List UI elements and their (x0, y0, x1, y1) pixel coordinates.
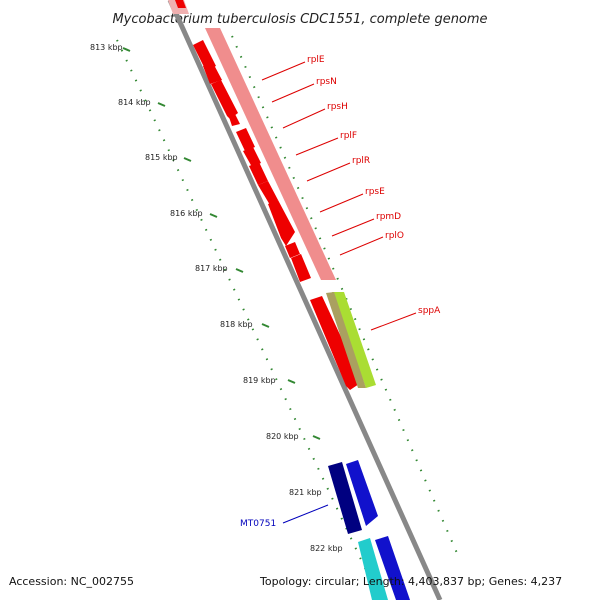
map-title: Mycobacterium tuberculosis CDC1551, comp… (112, 12, 487, 27)
cds-blue-1 (346, 460, 378, 526)
tick-label-820: 820 kbp (266, 432, 299, 441)
gene-label-rplr: rplR (352, 156, 370, 166)
gene-label-rplo: rplO (385, 231, 404, 241)
gene-label-rpse: rpsE (365, 187, 385, 197)
label-leaders (261, 61, 417, 331)
feature-sppa-olive (326, 292, 366, 388)
tick-label-818: 818 kbp (220, 320, 253, 329)
accession-text: Accession: NC_002755 (9, 575, 135, 588)
genome-backbone (167, 0, 443, 600)
gene-label-rpsh: rpsH (327, 102, 348, 112)
tick-label-816: 816 kbp (170, 209, 203, 218)
gene-label-rple: rplE (307, 55, 325, 65)
cds-cyan (358, 538, 388, 600)
gene-label-sppa: sppA (418, 306, 441, 316)
cds-blue-2 (375, 536, 410, 600)
tick-label-822: 822 kbp (310, 544, 343, 553)
cds-arrows-ribosomal (175, 0, 311, 282)
cds-mt0751-navy (328, 462, 362, 534)
tick-label-821: 821 kbp (289, 488, 322, 497)
tick-label-813: 813 kbp (90, 43, 123, 52)
tick-label-819: 819 kbp (243, 376, 276, 385)
topology-text: Topology: circular; Length: 4,403,837 bp… (260, 575, 563, 588)
tick-label-814: 814 kbp (118, 98, 151, 107)
gene-label-rpsn: rpsN (316, 77, 337, 87)
gene-label-rplf: rplF (340, 131, 357, 141)
label-leader-mt0751 (282, 504, 329, 524)
feature-sppa-green (332, 292, 376, 388)
gene-label-rpmd: rpmD (376, 212, 401, 222)
gene-track-ribosomal (205, 28, 336, 280)
tick-label-815: 815 kbp (145, 153, 178, 162)
left-tick-ruler (116, 39, 381, 600)
gene-label-mt0751: MT0751 (240, 519, 276, 529)
cds-sppa (310, 296, 362, 390)
tick-label-817: 817 kbp (195, 264, 228, 273)
